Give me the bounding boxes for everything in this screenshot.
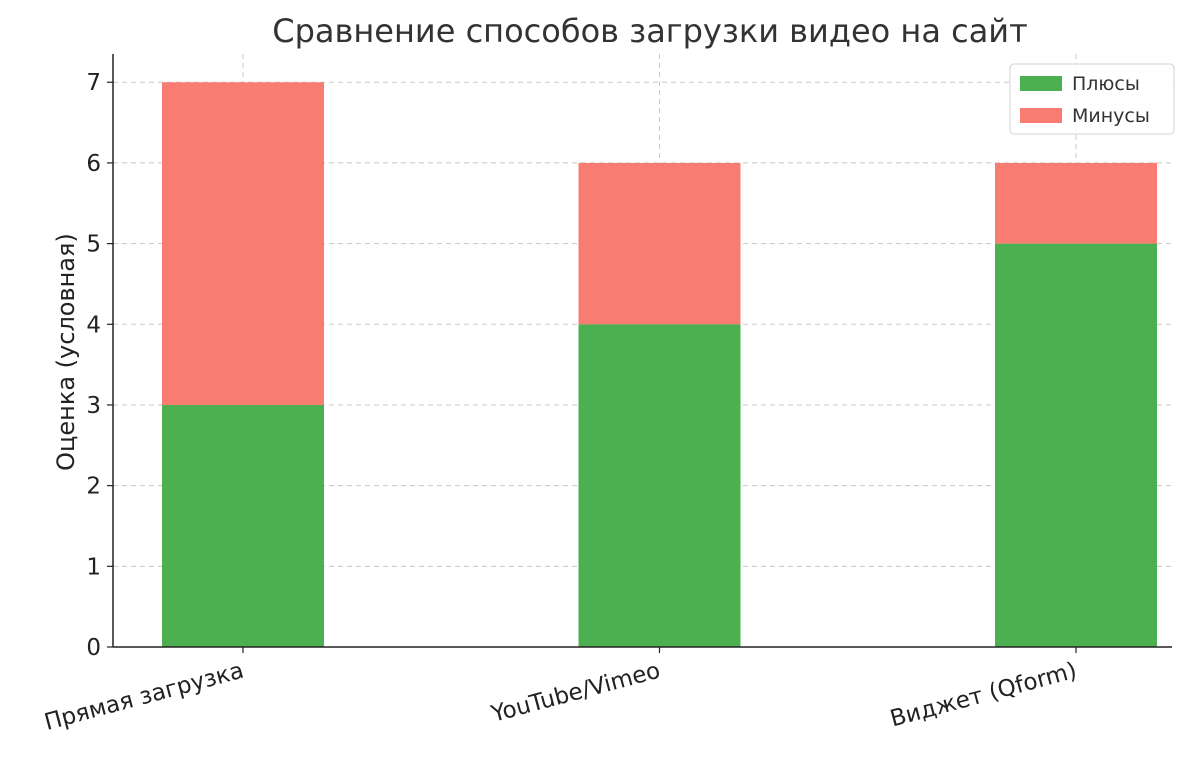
legend-label: Минусы — [1072, 105, 1150, 127]
axes — [112, 54, 1172, 648]
y-tick-label: 3 — [86, 393, 101, 419]
y-tick-label: 7 — [86, 70, 101, 96]
x-tick-label: YouTube/Vimeo — [488, 658, 663, 728]
chart-title: Сравнение способов загрузки видео на сай… — [272, 12, 1027, 50]
x-tick-label: Виджет (Qform) — [887, 658, 1079, 733]
y-tick-label: 6 — [86, 151, 101, 177]
bar — [995, 243, 1157, 647]
legend-label: Плюсы — [1072, 73, 1140, 95]
bar — [578, 324, 741, 647]
y-tick-label: 4 — [86, 312, 101, 338]
bar — [162, 82, 324, 405]
x-tick-label: Прямая загрузка — [42, 658, 247, 736]
y-tick-label: 0 — [86, 635, 101, 661]
bar — [995, 162, 1157, 244]
bars-group — [162, 82, 1157, 647]
legend-swatch — [1020, 76, 1062, 91]
y-tick-label: 5 — [86, 232, 101, 258]
legend-swatch — [1020, 108, 1062, 123]
y-tick-label: 2 — [86, 474, 101, 500]
bar — [578, 162, 741, 325]
bar — [162, 404, 324, 647]
y-tick-label: 1 — [86, 554, 101, 580]
y-axis-label: Оценка (условная) — [52, 233, 80, 471]
legend: Плюсы Минусы — [1009, 63, 1175, 135]
